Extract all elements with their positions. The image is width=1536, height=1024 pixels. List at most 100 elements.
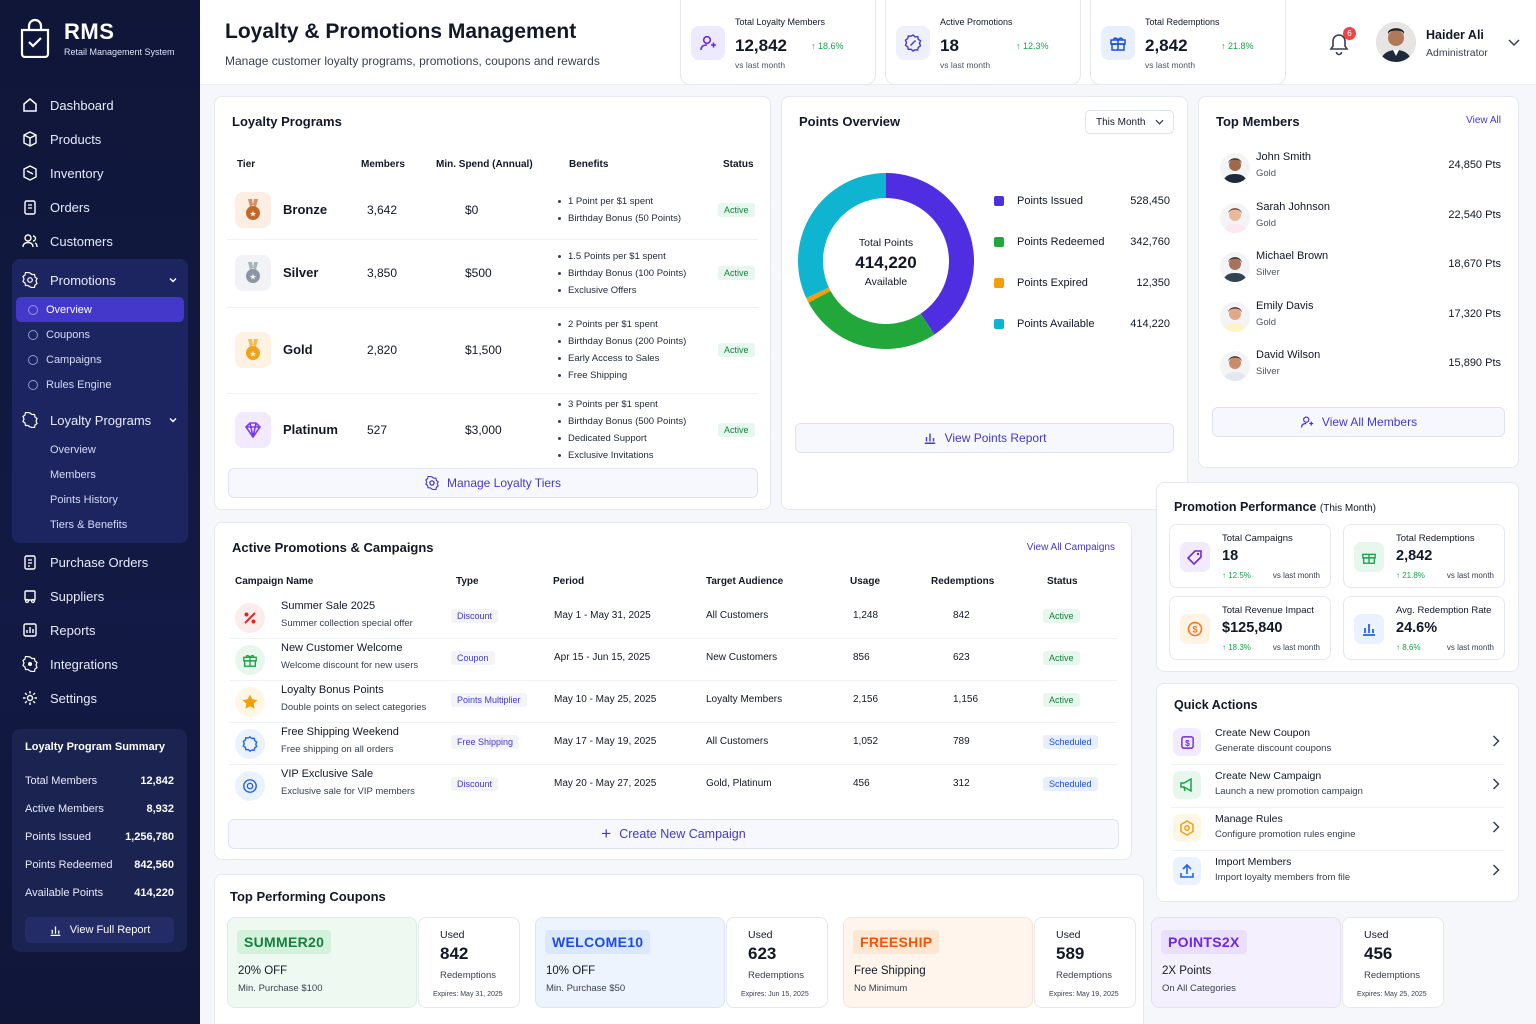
loyalty-summary-panel: Loyalty Program Summary Total Members 12,… bbox=[12, 729, 187, 952]
member-row[interactable]: Sarah Johnson Gold 22,540 Pts bbox=[1216, 199, 1501, 243]
benefits-list: 1 Point per $1 spent Birthday Bonus (50 P… bbox=[558, 193, 681, 227]
sub-promotions-overview[interactable]: Overview bbox=[16, 297, 184, 322]
status-badge: Scheduled bbox=[1043, 735, 1098, 749]
nav-inventory[interactable]: Inventory bbox=[12, 156, 188, 190]
truck-icon bbox=[24, 590, 36, 604]
gift-icon bbox=[1354, 542, 1384, 572]
performance-stat[interactable]: Avg. Redemption Rate 24.6% ↑ 8.6% vs las… bbox=[1343, 596, 1505, 660]
circle-icon bbox=[28, 354, 38, 365]
percent-icon bbox=[235, 603, 265, 633]
status-badge: Active bbox=[1043, 651, 1080, 665]
sub-tiers-benefits[interactable]: Tiers & Benefits bbox=[50, 518, 128, 531]
view-all-campaigns-link[interactable]: View All Campaigns bbox=[1026, 542, 1115, 553]
card-title: Top Members bbox=[1216, 114, 1300, 129]
view-all-members-link[interactable]: View All bbox=[1466, 115, 1501, 126]
nav-promotions[interactable]: Promotions bbox=[12, 263, 188, 297]
box-icon bbox=[23, 131, 37, 147]
stat-card-members[interactable]: Total Loyalty Members 12,842 ↑ 18.6% vs … bbox=[680, 0, 876, 85]
benefits-list: 2 Points per $1 spent Birthday Bonus (200… bbox=[558, 316, 686, 384]
member-row[interactable]: Michael Brown Silver 18,670 Pts bbox=[1216, 248, 1501, 292]
nav-dashboard[interactable]: Dashboard bbox=[12, 88, 188, 122]
nav-products[interactable]: Products bbox=[12, 122, 188, 156]
campaign-row[interactable]: VIP Exclusive Sale Exclusive sale for VI… bbox=[229, 765, 1117, 807]
coupon-card[interactable]: WELCOME10 10% OFF Min. Purchase $50 bbox=[535, 917, 725, 1008]
member-row[interactable]: John Smith Gold 24,850 Pts bbox=[1216, 149, 1501, 193]
donut-slice-points-redeemed[interactable] bbox=[808, 290, 935, 349]
nav-orders[interactable]: Orders bbox=[12, 190, 188, 224]
legend-item: Points Expired 12,350 bbox=[994, 277, 1170, 289]
quick-actions-card: Quick Actions $ Create New Coupon Genera… bbox=[1156, 683, 1519, 902]
coupon-code: FREESHIP bbox=[853, 930, 940, 954]
donut-slice-points-expired[interactable] bbox=[806, 287, 831, 303]
period-select[interactable]: This Month bbox=[1085, 110, 1174, 134]
quick-action-item[interactable]: Create New Campaign Launch a new promoti… bbox=[1171, 765, 1504, 808]
nav-suppliers[interactable]: Suppliers bbox=[12, 579, 188, 613]
user-name: Haider Ali bbox=[1426, 28, 1484, 42]
member-avatar bbox=[1220, 252, 1250, 282]
nav-integrations[interactable]: Integrations bbox=[12, 647, 188, 681]
tag-icon bbox=[1180, 542, 1210, 572]
rules-gear-icon bbox=[1173, 814, 1201, 842]
chevron-right-icon bbox=[1492, 778, 1500, 790]
campaign-row[interactable]: Summer Sale 2025 Summer collection speci… bbox=[229, 597, 1117, 639]
quick-action-item[interactable]: $ Create New Coupon Generate discount co… bbox=[1171, 722, 1504, 765]
bronze-medal-icon: ★ bbox=[235, 192, 271, 228]
user-avatar[interactable] bbox=[1376, 22, 1416, 62]
member-avatar bbox=[1220, 351, 1250, 381]
campaign-row[interactable]: Free Shipping Weekend Free shipping on a… bbox=[229, 723, 1117, 765]
stat-card-redemptions[interactable]: Total Redemptions 2,842 ↑ 21.8% vs last … bbox=[1090, 0, 1286, 85]
campaigns-card: Active Promotions & Campaigns View All C… bbox=[214, 522, 1132, 860]
nav-group-promotions: Promotions Overview Coupons Campaigns Ru… bbox=[12, 259, 188, 543]
sub-coupons[interactable]: Coupons bbox=[16, 322, 184, 347]
performance-stat[interactable]: Total Redemptions 2,842 ↑ 21.8% vs last … bbox=[1343, 524, 1505, 588]
nav-customers[interactable]: Customers bbox=[12, 224, 188, 258]
donut-slice-points-available[interactable] bbox=[798, 173, 886, 299]
sub-points-history[interactable]: Points History bbox=[50, 493, 118, 506]
sub-campaigns[interactable]: Campaigns bbox=[16, 347, 184, 372]
campaign-row[interactable]: New Customer Welcome Welcome discount fo… bbox=[229, 639, 1117, 681]
campaign-type-badge: Coupon bbox=[451, 651, 495, 665]
nav-loyalty-programs[interactable]: Loyalty Programs bbox=[12, 403, 188, 437]
coupon-card[interactable]: POINTS2X 2X Points On All Categories bbox=[1151, 917, 1341, 1008]
status-badge: Active bbox=[1043, 693, 1080, 707]
gear-icon bbox=[23, 691, 37, 705]
view-points-report-button[interactable]: View Points Report bbox=[795, 423, 1174, 453]
stat-card-promotions[interactable]: Active Promotions 18 ↑ 12.3% vs last mon… bbox=[885, 0, 1081, 85]
performance-stat[interactable]: $ Total Revenue Impact $125,840 ↑ 18.3% … bbox=[1169, 596, 1331, 660]
benefits-list: 1.5 Points per $1 spent Birthday Bonus (1… bbox=[558, 248, 686, 299]
nav-purchase-orders[interactable]: Purchase Orders bbox=[12, 545, 188, 579]
performance-stat[interactable]: Total Campaigns 18 ↑ 12.5% vs last month bbox=[1169, 524, 1331, 588]
status-badge: Active bbox=[718, 343, 755, 357]
quick-action-item[interactable]: Manage Rules Configure promotion rules e… bbox=[1171, 808, 1504, 851]
status-badge: Active bbox=[1043, 609, 1080, 623]
coupon-code: WELCOME10 bbox=[545, 930, 651, 954]
brand-logo[interactable]: RMS Retail Management System bbox=[18, 18, 175, 58]
sub-loyalty-overview[interactable]: Overview bbox=[50, 443, 96, 456]
sub-members[interactable]: Members bbox=[50, 468, 96, 481]
nav-reports[interactable]: Reports bbox=[12, 613, 188, 647]
coupon-card[interactable]: SUMMER20 20% OFF Min. Purchase $100 bbox=[227, 917, 417, 1008]
nav-settings[interactable]: Settings bbox=[12, 681, 188, 715]
member-row[interactable]: Emily Davis Gold 17,320 Pts bbox=[1216, 298, 1501, 342]
coupon-card[interactable]: FREESHIP Free Shipping No Minimum bbox=[843, 917, 1033, 1008]
card-title: Loyalty Programs bbox=[232, 114, 342, 129]
top-members-card: Top Members View All John Smith Gold 24,… bbox=[1198, 96, 1519, 468]
chevron-down-icon[interactable] bbox=[1508, 39, 1520, 47]
donut-slice-points-issued[interactable] bbox=[886, 173, 974, 335]
bell-icon[interactable] bbox=[1328, 32, 1350, 56]
create-new-campaign-button[interactable]: + Create New Campaign bbox=[228, 819, 1119, 849]
sub-rules-engine[interactable]: Rules Engine bbox=[16, 372, 184, 397]
quick-action-item[interactable]: Import Members Import loyalty members fr… bbox=[1171, 851, 1504, 894]
page-subtitle: Manage customer loyalty programs, promot… bbox=[225, 54, 600, 68]
promotion-performance-card: Promotion Performance (This Month) Total… bbox=[1156, 482, 1519, 672]
dollar-icon: $ bbox=[1180, 614, 1210, 644]
campaign-row[interactable]: Loyalty Bonus Points Double points on se… bbox=[229, 681, 1117, 723]
status-badge: Active bbox=[718, 203, 755, 217]
view-all-members-button[interactable]: View All Members bbox=[1212, 407, 1505, 437]
manage-loyalty-tiers-button[interactable]: Manage Loyalty Tiers bbox=[228, 468, 758, 498]
chevron-right-icon bbox=[1492, 864, 1500, 876]
view-full-report-button[interactable]: View Full Report bbox=[25, 917, 174, 943]
member-row[interactable]: David Wilson Silver 15,890 Pts bbox=[1216, 347, 1501, 391]
brand-tagline: Retail Management System bbox=[64, 47, 175, 57]
coupon-usage: Used 623 Redemptions Expires: Jun 15, 20… bbox=[726, 917, 828, 1008]
